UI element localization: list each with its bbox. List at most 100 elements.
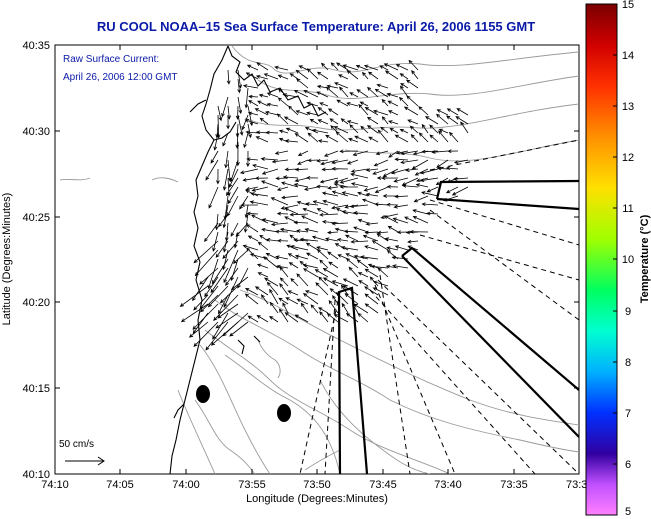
current-vector [436,166,449,171]
current-vector [400,159,419,164]
colorbar-tick-label: 5 [625,506,631,518]
current-vector [415,183,429,188]
current-vector [296,298,309,305]
current-vector [316,246,329,251]
current-vector [296,78,309,89]
current-vector [222,231,229,253]
current-vector [365,192,379,197]
current-vector [296,273,309,287]
current-vector [395,150,409,155]
current-vector [265,130,279,135]
current-vector [316,71,329,80]
current-vector [357,312,369,323]
current-vector [399,85,409,98]
current-vector [290,277,299,287]
current-vector [373,109,389,116]
current-vector [208,186,219,209]
current-vector [294,167,309,172]
map-layer [59,45,579,474]
current-vector [399,73,409,80]
current-vector [426,211,439,216]
current-vector [317,107,329,116]
current-vector [446,108,459,116]
current-vector [280,204,299,210]
colorbar-tick-label: 10 [622,254,634,266]
current-vector [222,132,229,147]
current-vector [218,213,229,228]
current-vector [322,199,339,206]
current-vector [222,240,239,259]
current-vector [328,261,339,269]
colorbar-tick-label: 14 [622,50,634,62]
current-vector [408,59,419,71]
current-vector [372,287,389,296]
current-vector [329,118,339,125]
current-vector [193,294,209,311]
current-vector [349,92,359,98]
current-vector [359,101,369,107]
current-vector [246,64,259,71]
x-tick-label: 73:50 [303,479,331,491]
current-vector [263,277,279,287]
current-vector [446,115,459,125]
current-vector [436,113,449,125]
current-vector [216,168,220,185]
current-vector [325,134,339,143]
current-vector [298,65,309,71]
current-vector [316,184,329,189]
current-vector [293,183,309,188]
current-vector [306,68,319,80]
current-vector [227,186,239,205]
current-vector [242,244,259,251]
current-vector [225,267,239,286]
y-tick-label: 40:35 [22,40,50,52]
current-vector [392,264,409,269]
current-vector [227,195,239,217]
marker-dot [277,404,291,422]
current-vector [421,191,439,197]
current-vector [389,128,399,134]
current-vector [248,100,259,107]
current-vector [348,137,359,143]
current-vector [339,185,359,189]
current-vector [429,124,439,134]
current-vector [327,108,339,116]
current-vector [399,129,409,134]
current-vector [303,268,319,278]
current-vector [386,184,399,189]
current-vector [311,235,329,242]
current-vector [331,190,349,197]
current-vector [348,266,359,278]
current-vector [405,79,419,89]
current-vector [311,128,329,134]
current-vector [331,221,349,226]
current-vector [252,164,269,170]
current-vector [237,96,243,115]
current-vector [278,129,289,134]
current-vector [284,312,299,323]
current-vector [366,125,379,134]
current-vector [239,168,259,175]
current-vector [266,102,279,107]
current-vector [316,158,329,163]
current-vector [460,121,469,134]
current-vector [244,119,259,125]
current-vector [230,222,239,237]
marker-dot [196,385,210,403]
current-vector [350,239,369,244]
current-vector [319,177,339,184]
y-tick-label: 40:30 [22,126,50,138]
current-vector [295,110,309,116]
scale-label: 50 cm/s [59,439,94,450]
current-vector [297,159,309,165]
current-vector [421,149,439,154]
current-vector [364,286,379,296]
current-vector [356,259,369,269]
current-vector [304,228,319,233]
current-vector [244,293,259,305]
current-vector [411,159,429,170]
current-vector [342,285,359,296]
current-vector [333,126,349,134]
current-vector [319,311,329,323]
current-vector [269,301,279,314]
